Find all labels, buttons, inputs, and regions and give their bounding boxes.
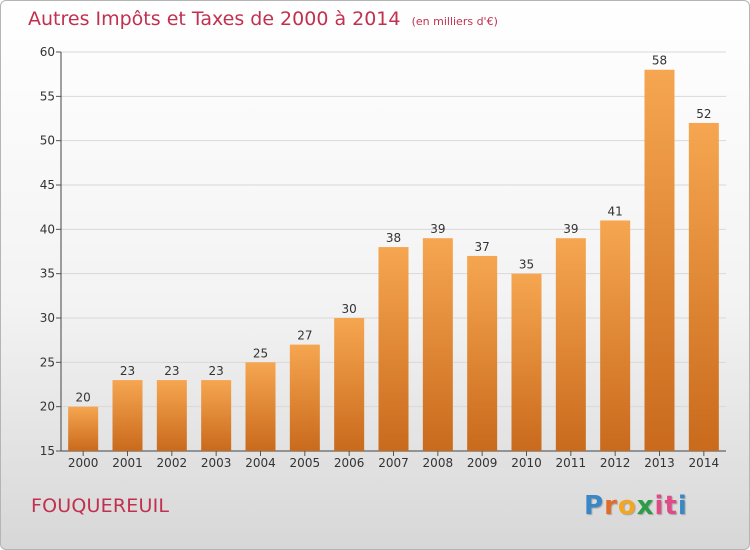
data-label: 25 bbox=[253, 346, 268, 360]
x-tick-label: 2008 bbox=[423, 456, 454, 470]
brand-letter: i bbox=[654, 491, 665, 521]
x-tick-label: 2012 bbox=[600, 456, 631, 470]
bar bbox=[688, 122, 719, 451]
bar bbox=[467, 255, 498, 451]
chart-title: Autres Impôts et Taxes de 2000 à 2014 bbox=[28, 8, 401, 30]
bar bbox=[644, 69, 675, 451]
bar bbox=[68, 406, 99, 451]
x-tick-label: 2010 bbox=[511, 456, 542, 470]
labels: 15 20 25 30 35 40 45 50 55 60 2000 20 2001 23 2002 23 20… bbox=[40, 45, 719, 470]
data-label: 41 bbox=[608, 204, 623, 218]
bars bbox=[68, 69, 719, 451]
x-tick-label: 2006 bbox=[334, 456, 365, 470]
brand-letter: o bbox=[617, 491, 637, 521]
y-tick-label: 15 bbox=[40, 444, 55, 458]
bar bbox=[289, 344, 320, 451]
bar bbox=[245, 362, 276, 451]
x-tick-label: 2011 bbox=[556, 456, 587, 470]
x-tick-label: 2000 bbox=[68, 456, 99, 470]
bar bbox=[378, 247, 409, 451]
bar bbox=[422, 238, 453, 451]
data-label: 52 bbox=[696, 107, 711, 121]
brand-letter: i bbox=[677, 491, 688, 521]
bar bbox=[555, 238, 586, 451]
y-tick-label: 30 bbox=[40, 311, 55, 325]
data-label: 23 bbox=[209, 364, 224, 378]
data-label: 37 bbox=[475, 240, 490, 254]
data-label: 38 bbox=[386, 231, 401, 245]
x-tick-label: 2013 bbox=[644, 456, 675, 470]
y-tick-label: 60 bbox=[40, 45, 55, 59]
y-tick-label: 25 bbox=[40, 355, 55, 369]
chart-title-row: Autres Impôts et Taxes de 2000 à 2014 (e… bbox=[28, 8, 498, 30]
brand-letter: P bbox=[584, 491, 605, 521]
data-label: 23 bbox=[120, 364, 135, 378]
brand-logo[interactable]: Proxiti bbox=[584, 491, 688, 521]
y-tick-label: 40 bbox=[40, 222, 55, 236]
chart-unit-note: (en milliers d'€) bbox=[411, 15, 498, 28]
y-tick-label: 20 bbox=[40, 400, 55, 414]
data-label: 35 bbox=[519, 258, 534, 272]
x-tick-label: 2001 bbox=[112, 456, 143, 470]
y-tick-label: 45 bbox=[40, 178, 55, 192]
data-label: 39 bbox=[430, 222, 445, 236]
x-tick-label: 2005 bbox=[290, 456, 321, 470]
data-label: 39 bbox=[563, 222, 578, 236]
data-label: 20 bbox=[76, 391, 91, 405]
bar bbox=[112, 380, 143, 451]
x-tick-label: 2003 bbox=[201, 456, 232, 470]
bar bbox=[511, 273, 542, 451]
x-tick-label: 2014 bbox=[689, 456, 720, 470]
x-tick-label: 2007 bbox=[378, 456, 409, 470]
place-name: FOUQUEREUIL bbox=[31, 495, 170, 517]
brand-letter: t bbox=[664, 491, 678, 521]
y-tick-label: 55 bbox=[40, 89, 55, 103]
x-tick-label: 2002 bbox=[157, 456, 188, 470]
bar bbox=[156, 380, 187, 451]
data-label: 58 bbox=[652, 54, 667, 68]
bar bbox=[201, 380, 232, 451]
y-tick-label: 50 bbox=[40, 134, 55, 148]
x-tick-label: 2004 bbox=[245, 456, 276, 470]
brand-letter: x bbox=[636, 491, 655, 521]
bar bbox=[600, 220, 631, 451]
y-tick-label: 35 bbox=[40, 267, 55, 281]
brand-letter: r bbox=[604, 491, 618, 521]
data-label: 23 bbox=[164, 364, 179, 378]
data-label: 27 bbox=[297, 329, 312, 343]
bar bbox=[334, 318, 365, 451]
data-label: 30 bbox=[342, 302, 357, 316]
x-tick-label: 2009 bbox=[467, 456, 498, 470]
